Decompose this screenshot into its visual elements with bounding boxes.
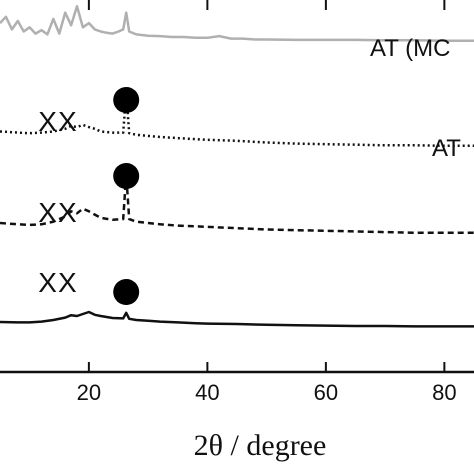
series-line-0 bbox=[0, 5, 474, 42]
xx-label-2: XX bbox=[38, 267, 77, 298]
x-tick-label-80: 80 bbox=[432, 380, 456, 405]
labels: AT (MC AT 2θ / degree bbox=[194, 35, 462, 462]
x-tick-label-60: 60 bbox=[314, 380, 338, 405]
series-label-0: AT (MC bbox=[370, 35, 450, 62]
x-tick-label-40: 40 bbox=[195, 380, 219, 405]
xx-label-0: XX bbox=[38, 106, 77, 137]
series-layer bbox=[0, 5, 474, 328]
x-tick-label-20: 20 bbox=[77, 380, 101, 405]
peak-circle-2 bbox=[113, 279, 140, 305]
xx-label-1: XX bbox=[38, 197, 77, 228]
series-line-1 bbox=[0, 91, 474, 148]
series-line-3 bbox=[0, 310, 474, 328]
plot-area: 20 40 60 80 XX XX XX bbox=[0, 0, 474, 405]
series-label-1: AT bbox=[432, 135, 461, 162]
x-axis-title: 2θ / degree bbox=[194, 429, 327, 462]
peak-circle-1 bbox=[113, 163, 140, 189]
peak-circle-0 bbox=[113, 87, 140, 113]
x-ticks: 20 40 60 80 bbox=[77, 0, 457, 405]
series-line-2 bbox=[0, 173, 474, 235]
annotation-layer: XX XX XX bbox=[38, 87, 140, 305]
